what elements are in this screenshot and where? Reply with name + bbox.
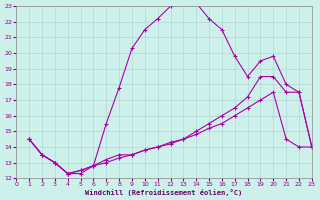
X-axis label: Windchill (Refroidissement éolien,°C): Windchill (Refroidissement éolien,°C): [85, 189, 243, 196]
